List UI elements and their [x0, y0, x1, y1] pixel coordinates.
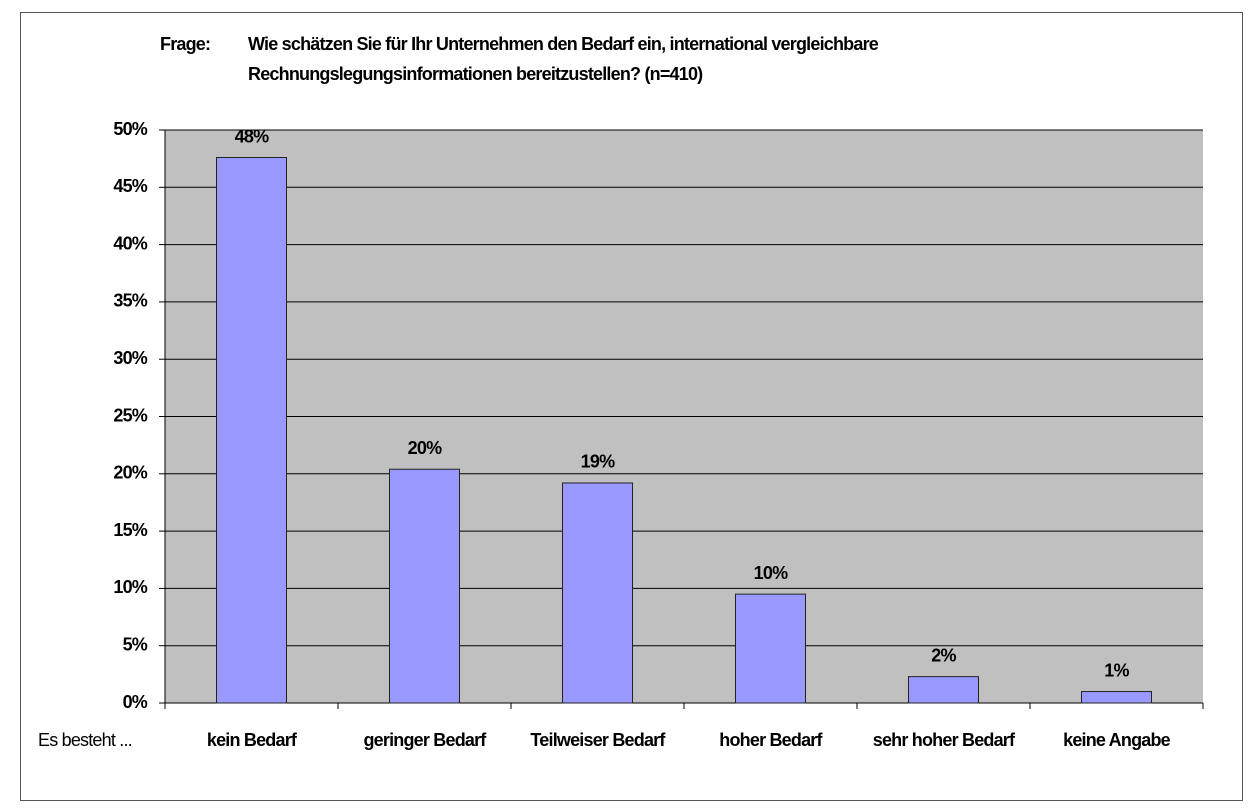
bar	[216, 157, 287, 704]
y-tick-label: 10%	[113, 577, 147, 597]
x-tick-label: sehr hoher Bedarf	[873, 730, 1016, 750]
bar	[389, 468, 460, 704]
chart-title: Rechnungslegungsinformationen bereitzust…	[248, 64, 703, 84]
data-label: 48%	[235, 126, 269, 146]
x-tick-label: keine Angabe	[1063, 730, 1171, 750]
y-tick-label: 30%	[113, 348, 147, 368]
x-tick-label: geringer Bedarf	[363, 730, 487, 750]
data-label: 10%	[754, 563, 788, 583]
y-tick-label: 35%	[113, 291, 147, 311]
x-axis-label: Es besteht ...	[38, 730, 132, 750]
bar	[562, 482, 633, 704]
x-tick-label: kein Bedarf	[207, 730, 298, 750]
y-tick-label: 45%	[113, 176, 147, 196]
x-tick-label: Teilweiser Bedarf	[530, 730, 666, 750]
y-tick-label: 50%	[113, 119, 147, 139]
chart-title: Wie schätzen Sie für Ihr Unternehmen den…	[248, 34, 879, 54]
data-label: 1%	[1104, 660, 1129, 680]
title-prefix: Frage:	[160, 34, 210, 54]
y-tick-label: 0%	[123, 692, 148, 712]
y-tick-label: 40%	[113, 233, 147, 253]
bar	[1081, 691, 1152, 704]
y-tick-label: 25%	[113, 405, 147, 425]
y-tick-label: 15%	[113, 520, 147, 540]
x-tick-label: hoher Bedarf	[719, 730, 823, 750]
y-tick-label: 20%	[113, 463, 147, 483]
bar	[908, 676, 979, 704]
y-tick-label: 5%	[123, 634, 148, 654]
bar	[735, 593, 806, 704]
data-label: 19%	[581, 452, 615, 472]
data-label: 2%	[931, 645, 956, 665]
data-label: 20%	[408, 438, 442, 458]
